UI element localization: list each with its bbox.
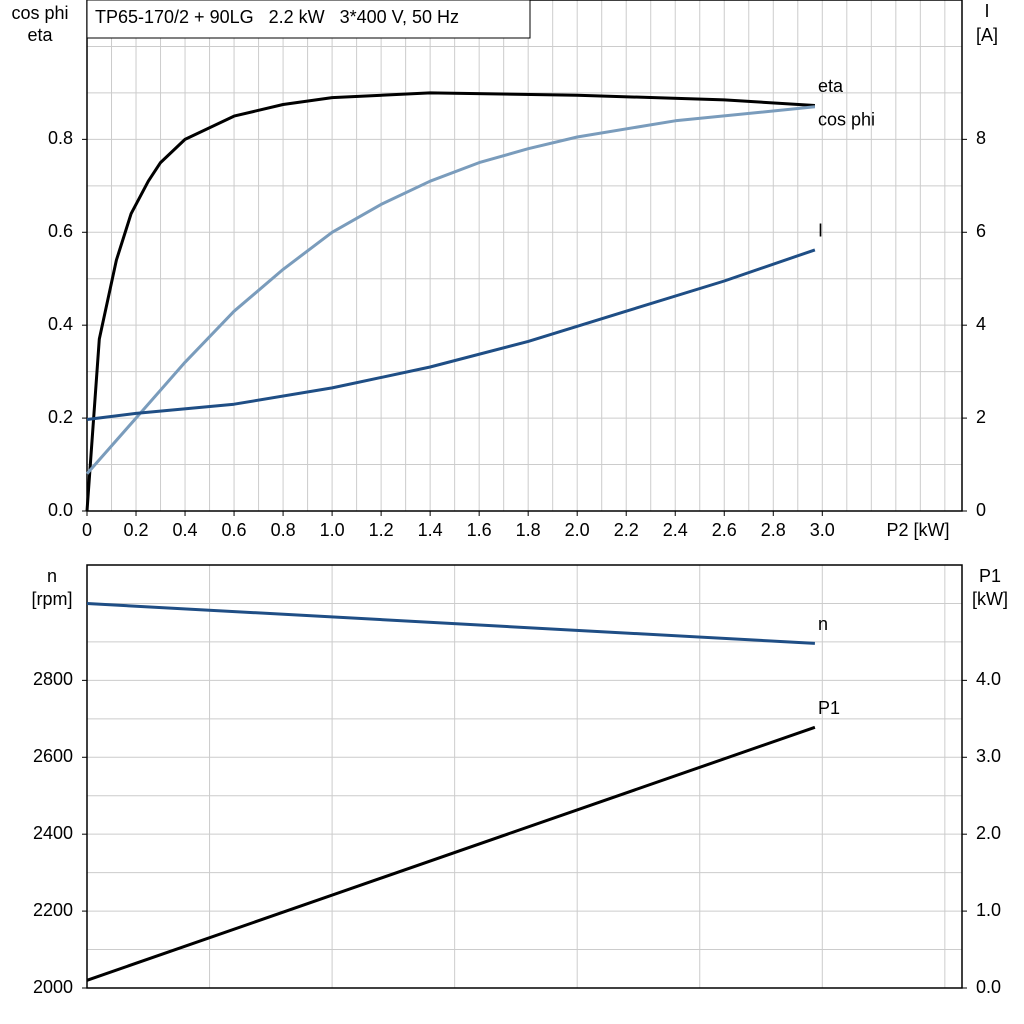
y-tick-label: 0.6 bbox=[48, 221, 73, 241]
y-tick-label: 0.4 bbox=[48, 314, 73, 334]
y-tick-label: 0.0 bbox=[48, 500, 73, 520]
y2-tick-label: 6 bbox=[976, 221, 986, 241]
x-tick-label: 1.4 bbox=[418, 520, 443, 540]
y-tick-label: 2000 bbox=[33, 977, 73, 997]
series-line bbox=[86, 602, 815, 645]
y-tick-label: 0.2 bbox=[48, 407, 73, 427]
y-tick-label: 0.8 bbox=[48, 128, 73, 148]
x-tick-label: 0.2 bbox=[124, 520, 149, 540]
x-axis-label: P2 [kW] bbox=[886, 520, 949, 540]
y2-tick-label: 4.0 bbox=[976, 669, 1001, 689]
series-label: cos phi bbox=[818, 110, 875, 130]
series-line bbox=[86, 725, 816, 982]
x-tick-label: 0 bbox=[82, 520, 92, 540]
y-axis-label: cos phi bbox=[11, 3, 68, 23]
y2-tick-label: 0 bbox=[976, 500, 986, 520]
plot-frame bbox=[86, 0, 963, 512]
x-tick-label: 2.0 bbox=[565, 520, 590, 540]
y2-tick-label: 2 bbox=[976, 407, 986, 427]
x-tick-label: 2.2 bbox=[614, 520, 639, 540]
y2-tick-label: 2.0 bbox=[976, 823, 1001, 843]
y-axis-label: eta bbox=[27, 25, 53, 45]
series-line bbox=[85, 91, 815, 512]
chart-title: TP65-170/2 + 90LG 2.2 kW 3*400 V, 50 Hz bbox=[95, 7, 459, 27]
series-line bbox=[86, 248, 816, 421]
x-tick-label: 0.6 bbox=[222, 520, 247, 540]
y-axis-label: n bbox=[47, 566, 57, 586]
x-tick-label: 0.8 bbox=[271, 520, 296, 540]
y2-tick-label: 1.0 bbox=[976, 900, 1001, 920]
x-tick-label: 2.4 bbox=[663, 520, 688, 540]
series-label: P1 bbox=[818, 698, 840, 718]
x-tick-label: 3.0 bbox=[810, 520, 835, 540]
y-tick-label: 2800 bbox=[33, 669, 73, 689]
y2-tick-label: 0.0 bbox=[976, 977, 1001, 997]
y-tick-label: 2400 bbox=[33, 823, 73, 843]
x-tick-label: 1.0 bbox=[320, 520, 345, 540]
y-tick-label: 2200 bbox=[33, 900, 73, 920]
series-label: n bbox=[818, 614, 828, 634]
x-tick-label: 2.6 bbox=[712, 520, 737, 540]
series-label: eta bbox=[818, 76, 844, 96]
series-label: I bbox=[818, 221, 823, 241]
x-tick-label: 1.2 bbox=[369, 520, 394, 540]
plot-frame bbox=[86, 564, 963, 989]
title-box bbox=[86, 0, 531, 39]
x-tick-label: 0.4 bbox=[173, 520, 198, 540]
x-tick-label: 1.8 bbox=[516, 520, 541, 540]
y2-tick-label: 8 bbox=[976, 128, 986, 148]
x-tick-label: 2.8 bbox=[761, 520, 786, 540]
y2-axis-label: [A] bbox=[976, 25, 998, 45]
x-tick-label: 1.6 bbox=[467, 520, 492, 540]
y2-tick-label: 4 bbox=[976, 314, 986, 334]
y2-tick-label: 3.0 bbox=[976, 746, 1001, 766]
y2-axis-label: P1 bbox=[979, 566, 1001, 586]
y-axis-label: [rpm] bbox=[31, 589, 72, 609]
y2-axis-label: I bbox=[984, 1, 989, 21]
y2-axis-label: [kW] bbox=[972, 589, 1008, 609]
y-tick-label: 2600 bbox=[33, 746, 73, 766]
series-line bbox=[85, 105, 816, 475]
